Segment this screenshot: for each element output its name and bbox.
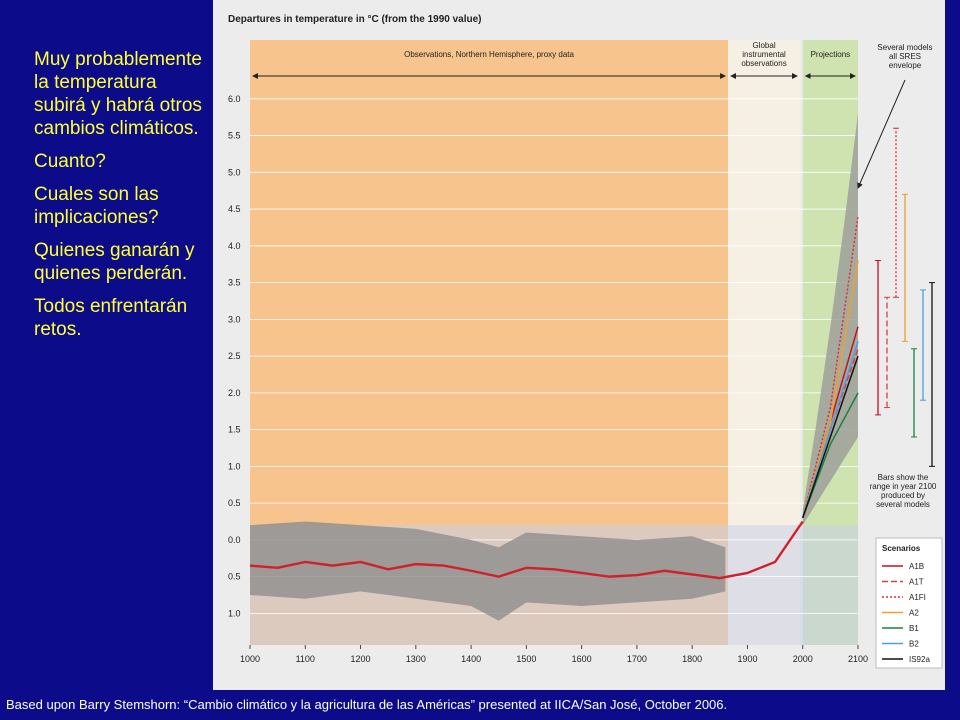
y-tick-label: 3.5	[228, 278, 241, 288]
y-tick-label: 5.5	[228, 131, 241, 141]
footer: Based upon Barry Stemshorn: “Cambio clim…	[6, 697, 728, 712]
region-label: Global	[752, 41, 775, 50]
x-tick-label: 1800	[682, 654, 702, 664]
legend-label: B1	[909, 624, 919, 633]
bullet-list: Muy probablemente la temperatura subirá …	[34, 48, 204, 351]
series-line	[802, 341, 859, 519]
y-tick-label: 2.5	[228, 351, 241, 361]
region-label: observations	[741, 59, 786, 68]
bullet: Todos enfrentarán retos.	[34, 296, 188, 340]
x-tick-label: 1400	[461, 654, 481, 664]
y-tick-label: 3.0	[228, 314, 241, 324]
annotation-line: range in year 2100	[870, 482, 937, 491]
legend-box	[875, 537, 943, 669]
annotation: Bars show the range in year 2100 produced …	[870, 473, 937, 509]
annotation-line: Bars show the	[878, 473, 929, 482]
region-label: Projections	[811, 50, 851, 59]
y-tick-label: 6.0	[228, 94, 241, 104]
x-tick-label: 1200	[351, 654, 371, 664]
y-tick-label: 1.0	[228, 461, 241, 471]
y-tick-label: 0.5	[228, 572, 241, 582]
x-tick-label: 1600	[572, 654, 592, 664]
region-label: instrumental	[742, 50, 786, 59]
x-tick-label: 1000	[240, 654, 260, 664]
annotation-line: envelope	[889, 61, 922, 70]
legend-label: B2	[909, 640, 919, 649]
y-tick-label: 4.0	[228, 241, 241, 251]
annotation-line: several models	[876, 500, 930, 509]
bullet: Muy probablemente la temperatura subirá …	[34, 49, 202, 139]
x-tick-label: 1500	[516, 654, 536, 664]
x-tick-label: 2000	[793, 654, 813, 664]
series-line	[249, 520, 804, 580]
band	[802, 113, 858, 526]
x-tick-label: 1100	[296, 654, 315, 664]
band	[250, 521, 726, 621]
region-label: Observations, Northern Hemisphere, proxy…	[404, 50, 574, 59]
annotation-line: Several models	[877, 43, 932, 52]
legend-label: A2	[909, 609, 919, 618]
series-line	[802, 392, 859, 519]
y-tick-label: 0.0	[228, 535, 241, 545]
legend-title: Scenarios	[882, 544, 921, 553]
legend-label: A1FI	[909, 593, 926, 602]
chart-title: Departures in temperature in °C (from th…	[228, 14, 482, 25]
x-tick-label: 2100	[848, 654, 868, 664]
annotation-line: all SRES	[889, 52, 921, 61]
legend-label: A1T	[909, 578, 924, 587]
y-tick-label: 1.5	[228, 425, 241, 435]
bullet: Quienes ganarán y quienes perderán.	[34, 240, 195, 284]
series-line	[801, 216, 859, 519]
chart: Departures in temperature in °C (from th…	[213, 0, 945, 690]
y-tick-label: 1.0	[228, 608, 241, 618]
annotation: Several models all SRES envelope	[877, 43, 932, 70]
legend-label: A1B	[909, 562, 924, 571]
y-tick-label: 4.5	[228, 204, 241, 214]
annotation-line: produced by	[881, 491, 925, 500]
y-tick-label: 2.0	[228, 388, 241, 398]
x-tick-label: 1300	[406, 654, 426, 664]
x-tick-label: 1700	[627, 654, 647, 664]
x-tick-label: 1900	[737, 654, 757, 664]
y-tick-label: 0.5	[228, 498, 241, 508]
bullet: Cuanto?	[34, 151, 106, 172]
series-line	[802, 355, 859, 519]
legend-label: IS92a	[909, 655, 930, 664]
y-tick-label: 5.0	[228, 167, 241, 177]
pointer-arrow	[857, 79, 906, 189]
bullet: Cuales son las implicaciones?	[34, 184, 159, 228]
